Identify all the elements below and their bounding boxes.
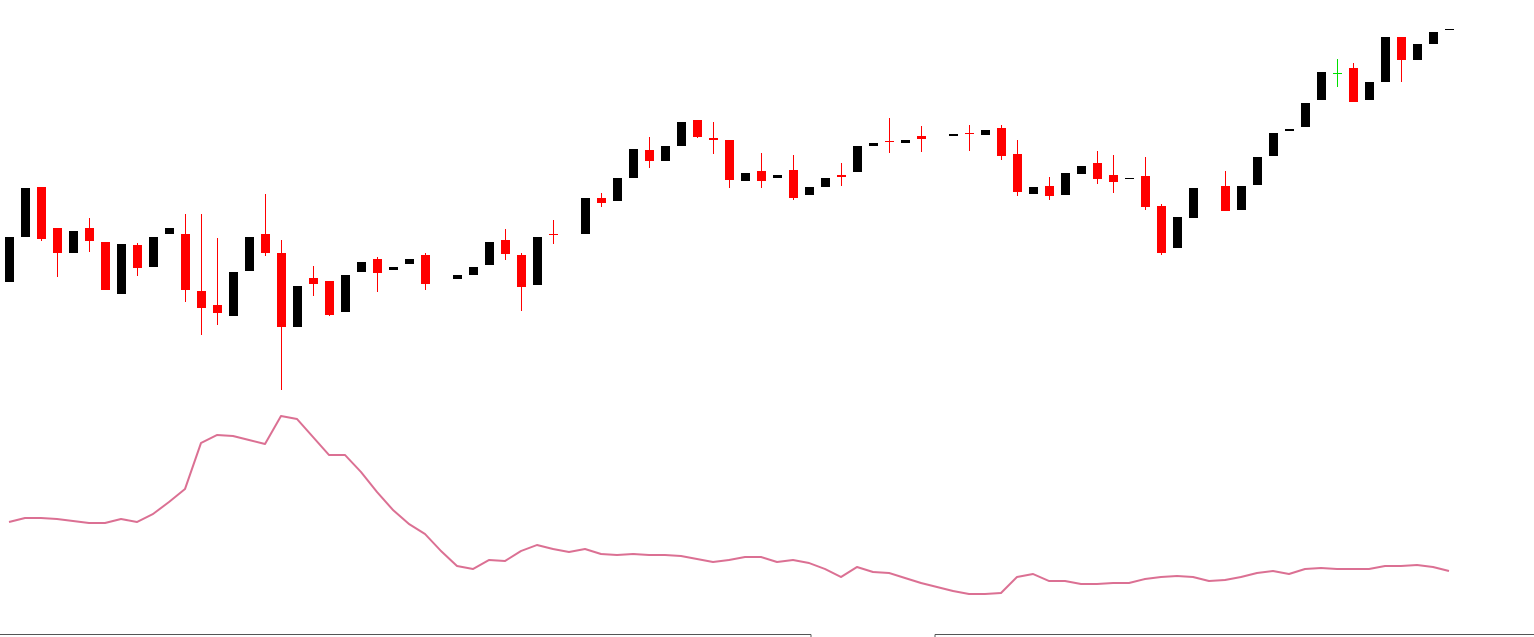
candle-body (773, 175, 782, 178)
candle-body (405, 259, 414, 264)
candle-body (1445, 29, 1454, 30)
price-panel (5, 29, 1454, 390)
candle-body (837, 175, 846, 177)
candle-body (1157, 206, 1166, 253)
candle-body (181, 234, 190, 290)
candle-body (1413, 44, 1422, 60)
candle-body (949, 134, 958, 136)
candle-body (1333, 73, 1342, 74)
candle-body (677, 122, 686, 146)
candle-body (1109, 175, 1118, 182)
candle-body (917, 136, 926, 139)
indicator-line (8, 415, 1450, 595)
candle-body (501, 240, 510, 254)
candle-body (1381, 37, 1390, 82)
candle-body (661, 146, 670, 161)
candle-body (5, 237, 14, 282)
candle-body (693, 120, 702, 137)
candle-body (1365, 82, 1374, 100)
candle-body (1189, 188, 1198, 218)
candle-body (1061, 173, 1070, 195)
candle-body (389, 267, 398, 270)
candle-body (261, 234, 270, 253)
candle-body (805, 187, 814, 195)
candle-body (1253, 157, 1262, 185)
candle-body (789, 170, 798, 198)
candle-body (21, 188, 30, 237)
candle-body (197, 291, 206, 308)
candle-body (1429, 32, 1438, 44)
candle-body (69, 231, 78, 253)
candle-body (37, 187, 46, 239)
candle-body (853, 146, 862, 172)
candle-body (1237, 186, 1246, 210)
candle-body (1221, 186, 1230, 211)
candle-body (165, 228, 174, 234)
candle-body (213, 305, 222, 313)
candle-body (757, 171, 766, 181)
candle-body (741, 173, 750, 181)
candle-body (581, 198, 590, 234)
candle-body (469, 267, 478, 275)
candle-body (325, 281, 334, 315)
candle-body (1013, 154, 1022, 192)
candle-body (1173, 217, 1182, 248)
candle-body (885, 141, 894, 142)
candle-body (53, 228, 62, 253)
candle-body (357, 262, 366, 272)
candle-body (1029, 187, 1038, 194)
candle-body (117, 244, 126, 294)
candle-body (1093, 163, 1102, 179)
candle-body (229, 272, 238, 316)
candle-body (1285, 129, 1294, 131)
candle-body (341, 275, 350, 312)
candle-body (629, 149, 638, 178)
candle-body (309, 278, 318, 284)
candle-body (965, 133, 974, 134)
candle-body (453, 275, 462, 279)
candle-body (485, 242, 494, 265)
candle-body (1269, 133, 1278, 156)
candle-body (597, 198, 606, 203)
candle-body (85, 228, 94, 241)
candle-body (1349, 68, 1358, 102)
candle-body (245, 237, 254, 271)
candle-body (1141, 176, 1150, 207)
candle-body (1045, 186, 1054, 196)
candle-body (613, 178, 622, 201)
candle-body (645, 150, 654, 161)
candle-body (821, 178, 830, 187)
candle-body (549, 234, 558, 235)
candle-body (725, 140, 734, 180)
candle-body (293, 286, 302, 327)
candle-body (133, 245, 142, 268)
candle-body (869, 143, 878, 146)
candle-body (997, 128, 1006, 156)
candle-body (709, 138, 718, 140)
candle-body (421, 255, 430, 284)
candle-body (277, 253, 286, 327)
candle-body (901, 140, 910, 143)
candle-body (1125, 178, 1134, 179)
candle-body (981, 130, 990, 135)
candle-body (517, 255, 526, 287)
candle-body (533, 237, 542, 285)
indicator-panel (8, 415, 1450, 595)
candle-body (1077, 166, 1086, 174)
candle-body (1317, 72, 1326, 100)
candle-body (101, 242, 110, 290)
candle-body (373, 259, 382, 273)
candle-body (1397, 37, 1406, 60)
candle-body (1301, 103, 1310, 127)
candle-body (149, 237, 158, 267)
